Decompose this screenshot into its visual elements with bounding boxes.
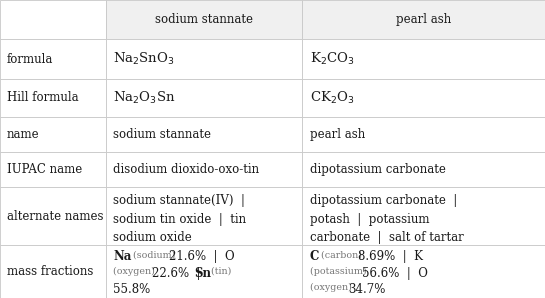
Bar xyxy=(0,152,106,187)
Bar xyxy=(302,245,545,298)
Bar xyxy=(106,79,302,117)
Text: formula: formula xyxy=(7,53,53,66)
Text: (potassium): (potassium) xyxy=(310,267,369,276)
Bar xyxy=(302,0,545,39)
Bar xyxy=(106,152,302,187)
Text: pearl ash: pearl ash xyxy=(396,13,451,26)
Bar xyxy=(106,0,302,39)
Bar xyxy=(302,187,545,245)
Bar xyxy=(0,79,106,117)
Text: (tin): (tin) xyxy=(208,267,231,276)
Text: alternate names: alternate names xyxy=(7,209,104,223)
Text: sodium stannate: sodium stannate xyxy=(155,13,253,26)
Bar xyxy=(106,117,302,152)
Text: pearl ash: pearl ash xyxy=(310,128,365,141)
Bar xyxy=(0,187,106,245)
Text: 55.8%: 55.8% xyxy=(113,283,150,296)
Text: mass fractions: mass fractions xyxy=(7,265,93,278)
Bar xyxy=(302,152,545,187)
Bar xyxy=(0,39,106,79)
Bar xyxy=(106,187,302,245)
Text: name: name xyxy=(7,128,40,141)
Text: 8.69%  |  K: 8.69% | K xyxy=(358,250,422,263)
Text: dipotassium carbonate: dipotassium carbonate xyxy=(310,163,445,176)
Text: 34.7%: 34.7% xyxy=(348,283,385,296)
Bar xyxy=(302,79,545,117)
Bar xyxy=(106,39,302,79)
Text: C: C xyxy=(310,250,319,263)
Bar xyxy=(0,0,106,39)
Text: disodium dioxido-oxo-tin: disodium dioxido-oxo-tin xyxy=(113,163,259,176)
Bar xyxy=(302,117,545,152)
Text: Sn: Sn xyxy=(194,267,211,280)
Bar xyxy=(0,117,106,152)
Bar xyxy=(106,245,302,298)
Text: 56.6%  |  O: 56.6% | O xyxy=(362,267,428,280)
Text: Hill formula: Hill formula xyxy=(7,91,78,104)
Text: K$_2$CO$_3$: K$_2$CO$_3$ xyxy=(310,51,354,67)
Text: sodium stannate(IV)  |
sodium tin oxide  |  tin
sodium oxide: sodium stannate(IV) | sodium tin oxide |… xyxy=(113,194,246,244)
Text: Na: Na xyxy=(113,250,132,263)
Text: dipotassium carbonate  |
potash  |  potassium
carbonate  |  salt of tartar: dipotassium carbonate | potash | potassi… xyxy=(310,194,463,244)
Text: (oxygen): (oxygen) xyxy=(310,283,354,292)
Text: (sodium): (sodium) xyxy=(130,250,178,259)
Text: (oxygen): (oxygen) xyxy=(113,267,158,276)
Text: Na$_2$SnO$_3$: Na$_2$SnO$_3$ xyxy=(113,51,175,67)
Text: Na$_2$O$_3$Sn: Na$_2$O$_3$Sn xyxy=(113,90,175,106)
Bar xyxy=(0,245,106,298)
Text: IUPAC name: IUPAC name xyxy=(7,163,82,176)
Bar xyxy=(302,39,545,79)
Text: sodium stannate: sodium stannate xyxy=(113,128,211,141)
Text: CK$_2$O$_3$: CK$_2$O$_3$ xyxy=(310,90,354,106)
Text: (carbon): (carbon) xyxy=(318,250,365,259)
Text: 21.6%  |  O: 21.6% | O xyxy=(169,250,235,263)
Text: 22.6%  |: 22.6% | xyxy=(152,267,208,280)
